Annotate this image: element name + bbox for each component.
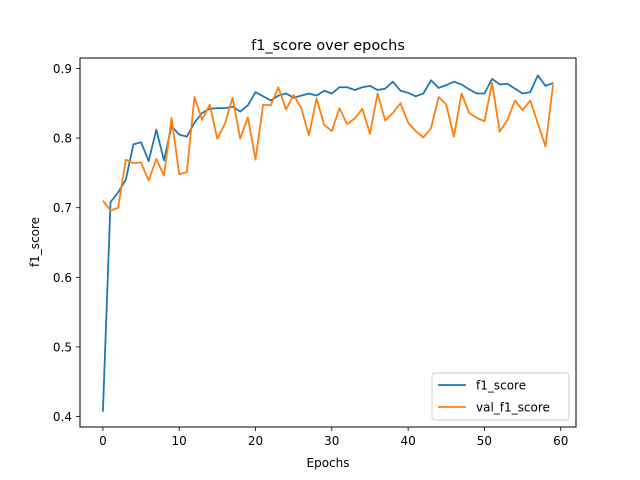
- x-axis-label: Epochs: [307, 456, 350, 470]
- x-tick-label: 10: [172, 434, 187, 448]
- series-line-f1-score: [101, 74, 554, 412]
- y-tick-label: 0.9: [53, 62, 72, 76]
- series-line-val-f1-score: [102, 82, 555, 212]
- axis-ticks: 0 10 20 30 40 50 60 0.4 0.5 0.6 0.7 0.8 0.9: [53, 62, 568, 448]
- y-axis-label: f1_score: [28, 217, 42, 267]
- x-tick-label: 20: [248, 434, 263, 448]
- x-tick-label: 30: [324, 434, 339, 448]
- x-tick-label: 50: [477, 434, 492, 448]
- series-lines: [101, 74, 555, 412]
- legend-box: [431, 372, 570, 421]
- legend-label-val-f1-score: val_f1_score: [476, 401, 550, 415]
- x-tick-label: 0: [99, 434, 107, 448]
- y-tick-label: 0.7: [53, 201, 72, 215]
- legend: f1_score val_f1_score: [431, 372, 570, 421]
- x-tick-label: 40: [400, 434, 415, 448]
- y-tick-label: 0.6: [53, 271, 72, 285]
- legend-label-f1-score: f1_score: [476, 379, 526, 393]
- x-tick-label: 60: [553, 434, 568, 448]
- y-tick-label: 0.8: [53, 132, 72, 146]
- y-tick-label: 0.4: [53, 410, 72, 424]
- plot-area-frame: [79, 57, 577, 428]
- y-tick-label: 0.5: [53, 340, 72, 354]
- chart-title: f1_score over epochs: [251, 38, 405, 54]
